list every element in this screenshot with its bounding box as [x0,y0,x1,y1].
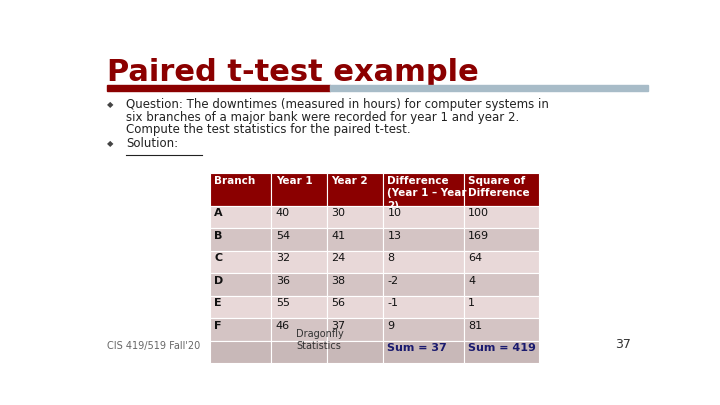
Text: Sum = 419: Sum = 419 [468,343,536,353]
Text: Paired t-test example: Paired t-test example [107,58,479,87]
Bar [271,206,327,228]
Bar [383,251,464,273]
Text: 36: 36 [276,276,290,286]
Text: 4: 4 [468,276,475,286]
Text: 64: 64 [468,253,482,263]
Bar [464,341,539,363]
Text: Difference
(Year 1 – Year
2): Difference (Year 1 – Year 2) [387,176,467,211]
Text: CIS 419/519 Fall'20: CIS 419/519 Fall'20 [107,341,200,351]
Text: 37: 37 [616,338,631,351]
Bar [271,341,327,363]
Bar [330,85,648,91]
Bar [210,296,271,318]
Text: 30: 30 [332,209,346,218]
Text: Dragonfly
Statistics: Dragonfly Statistics [297,330,344,351]
Text: 37: 37 [332,321,346,330]
Bar [210,318,271,341]
Text: 32: 32 [276,253,290,263]
Bar [383,228,464,251]
Text: six branches of a major bank were recorded for year 1 and year 2.: six branches of a major bank were record… [126,111,520,124]
Bar [327,251,383,273]
Text: A: A [215,209,223,218]
Text: 40: 40 [276,209,290,218]
Bar [210,341,271,363]
Bar [210,251,271,273]
Text: 169: 169 [468,231,490,241]
Text: 41: 41 [332,231,346,241]
Text: 46: 46 [276,321,290,330]
Text: Solution:: Solution: [126,137,179,151]
Bar [327,228,383,251]
Text: 8: 8 [387,253,395,263]
Bar [464,318,539,341]
Text: 10: 10 [387,209,402,218]
Text: 9: 9 [387,321,395,330]
Text: 54: 54 [276,231,290,241]
Text: 24: 24 [332,253,346,263]
Text: 81: 81 [468,321,482,330]
Bar [383,318,464,341]
Text: F: F [215,321,222,330]
Bar [271,296,327,318]
Text: 13: 13 [387,231,402,241]
Text: -2: -2 [387,276,399,286]
Text: E: E [215,298,222,308]
Text: 56: 56 [332,298,346,308]
Text: 38: 38 [332,276,346,286]
Text: 100: 100 [468,209,490,218]
Bar [383,206,464,228]
Bar [271,318,327,341]
Bar [383,296,464,318]
Bar [210,273,271,296]
Bar [383,273,464,296]
Bar [464,228,539,251]
Bar [327,318,383,341]
Text: Square of
Difference: Square of Difference [468,176,530,198]
Bar [327,206,383,228]
Text: Compute the test statistics for the paired t-test.: Compute the test statistics for the pair… [126,124,411,136]
Bar [383,341,464,363]
Bar [271,251,327,273]
Text: ◆: ◆ [107,139,113,148]
Text: Year 1: Year 1 [276,176,312,186]
Text: B: B [215,231,222,241]
Text: 1: 1 [468,298,475,308]
Bar [464,273,539,296]
Bar [210,206,271,228]
Text: -1: -1 [387,298,398,308]
Text: 55: 55 [276,298,290,308]
Text: Question: The downtimes (measured in hours) for computer systems in: Question: The downtimes (measured in hou… [126,98,549,111]
Bar [210,228,271,251]
Text: Sum = 37: Sum = 37 [387,343,447,353]
Bar [271,228,327,251]
Bar [107,85,330,91]
Text: D: D [215,276,224,286]
Text: Year 2: Year 2 [332,176,368,186]
Bar [327,273,383,296]
Bar [327,341,383,363]
Bar [464,251,539,273]
Bar [464,206,539,228]
Bar [464,296,539,318]
Text: ◆: ◆ [107,100,113,109]
Bar [271,273,327,296]
Bar [327,296,383,318]
Text: Branch: Branch [215,176,256,186]
Text: C: C [215,253,222,263]
